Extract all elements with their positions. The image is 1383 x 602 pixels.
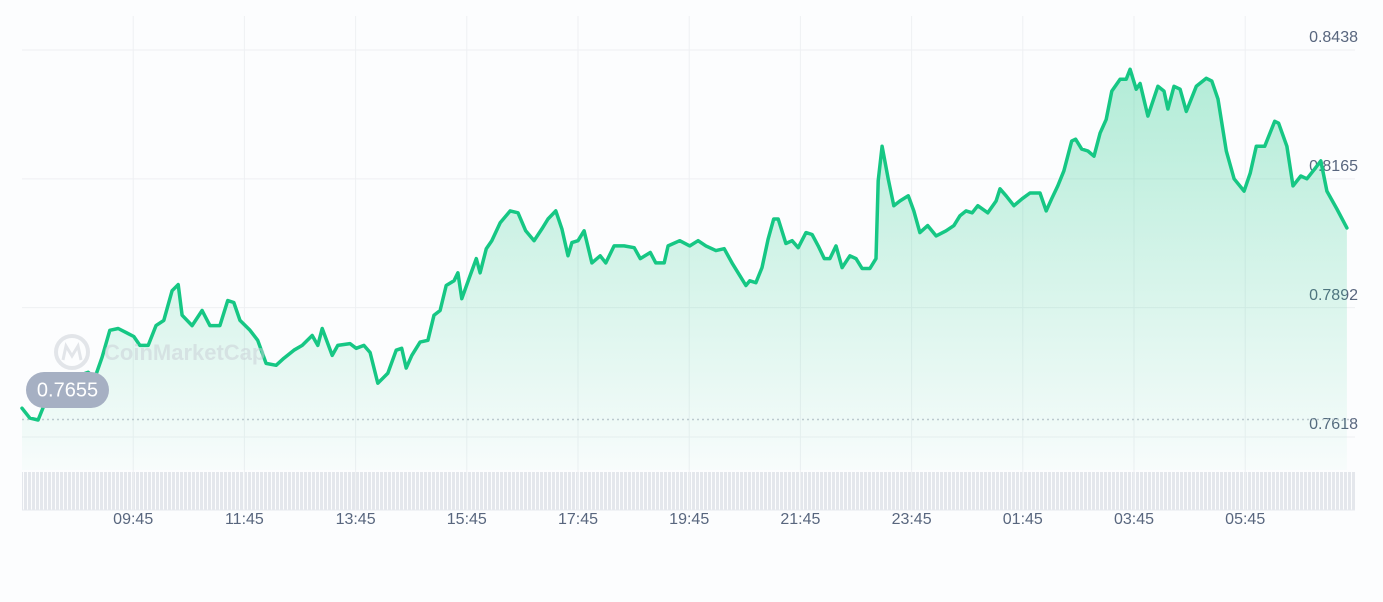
- y-tick-label: 0.8438: [1309, 29, 1358, 46]
- marks: [20, 67, 1349, 471]
- x-tick-label: 19:45: [669, 511, 709, 528]
- x-tick-label: 05:45: [1225, 511, 1265, 528]
- open-price-badge: 0.7655: [26, 372, 109, 408]
- open-price-label: 0.7655: [37, 379, 98, 401]
- watermark: CoinMarketCap: [54, 334, 265, 370]
- x-tick-label: 23:45: [892, 511, 932, 528]
- x-tick-label: 17:45: [558, 511, 598, 528]
- price-area: [22, 69, 1347, 471]
- price-line: [20, 67, 1349, 422]
- x-tick-label: 15:45: [447, 511, 487, 528]
- volume-strip: [22, 472, 1355, 510]
- x-tick-label: 01:45: [1003, 511, 1043, 528]
- x-tick-label: 03:45: [1114, 511, 1154, 528]
- watermark-text: CoinMarketCap: [104, 340, 265, 365]
- x-tick-label: 21:45: [780, 511, 820, 528]
- x-tick-label: 09:45: [113, 511, 153, 528]
- x-tick-label: 13:45: [336, 511, 376, 528]
- x-tick-label: 11:45: [225, 511, 264, 528]
